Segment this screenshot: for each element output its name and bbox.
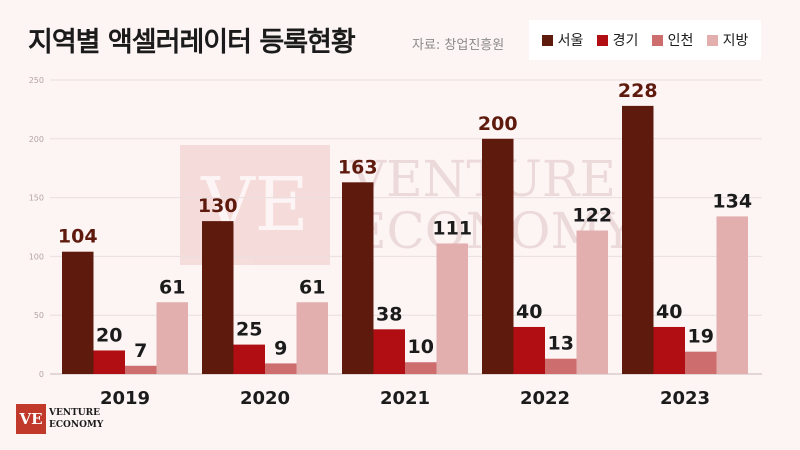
source-note: 자료: 창업진흥원 xyxy=(412,38,505,53)
bar xyxy=(513,326,545,374)
bar xyxy=(653,326,685,374)
legend-item-incheon: 인천 xyxy=(651,30,694,50)
data-label: 228 xyxy=(618,80,658,102)
y-tick-label: 100 xyxy=(29,252,44,261)
y-tick-label: 200 xyxy=(29,135,44,144)
logo: VE VENTURE ECONOMY xyxy=(16,404,103,434)
data-label: 200 xyxy=(478,113,518,135)
data-label: 40 xyxy=(516,301,542,323)
data-label: 111 xyxy=(432,217,472,239)
bar xyxy=(685,351,717,374)
legend-label-incheon: 인천 xyxy=(667,33,694,49)
bar xyxy=(373,329,405,374)
legend-swatch-incheon xyxy=(651,34,663,46)
data-label: 20 xyxy=(96,324,122,346)
data-label: 13 xyxy=(548,333,574,355)
y-tick-label: 50 xyxy=(34,311,44,320)
data-label: 25 xyxy=(236,319,262,341)
legend-swatch-gyeonggi xyxy=(596,34,608,46)
bar xyxy=(202,221,234,374)
data-label: 163 xyxy=(338,156,378,178)
data-label: 10 xyxy=(408,336,434,358)
data-label: 61 xyxy=(299,276,325,298)
data-label: 19 xyxy=(688,326,714,348)
y-tick-label: 0 xyxy=(39,370,44,379)
bar xyxy=(405,362,437,374)
logo-line1: VENTURE xyxy=(49,408,100,418)
x-tick-label: 2022 xyxy=(520,388,570,409)
bar xyxy=(622,105,654,374)
bar xyxy=(265,363,297,374)
bar xyxy=(125,365,157,374)
legend-item-seoul: 서울 xyxy=(541,30,584,50)
bar xyxy=(342,182,374,374)
y-tick-label: 150 xyxy=(29,194,44,203)
data-label: 130 xyxy=(198,195,238,217)
bar xyxy=(93,350,125,374)
data-label: 38 xyxy=(376,303,402,325)
data-label: 122 xyxy=(572,205,612,227)
legend-label-seoul: 서울 xyxy=(557,33,584,49)
bar xyxy=(296,302,328,374)
x-tick-label: 2020 xyxy=(240,388,290,409)
legend-label-gyeonggi: 경기 xyxy=(612,33,639,49)
bar xyxy=(482,138,514,374)
x-tick-label: 2019 xyxy=(100,388,150,409)
x-tick-label: 2021 xyxy=(380,388,430,409)
bar xyxy=(545,358,577,374)
data-label: 104 xyxy=(58,226,98,248)
logo-mark: VE xyxy=(16,404,46,434)
data-label: 134 xyxy=(712,190,752,212)
bar xyxy=(576,230,608,374)
bar xyxy=(62,251,94,374)
logo-line2: ECONOMY xyxy=(49,420,104,430)
data-label: 61 xyxy=(159,276,185,298)
legend-item-gyeonggi: 경기 xyxy=(596,30,639,50)
legend-swatch-regional xyxy=(706,34,718,46)
bar xyxy=(436,243,468,374)
chart-title: 지역별 액셀러레이터 등록현황 xyxy=(28,27,356,58)
bar xyxy=(233,344,265,374)
legend-swatch-seoul xyxy=(541,34,553,46)
x-tick-label: 2023 xyxy=(660,388,710,409)
y-tick-label: 250 xyxy=(29,76,44,85)
bar xyxy=(716,216,748,374)
bar xyxy=(156,302,188,374)
data-label: 40 xyxy=(656,301,682,323)
data-label: 7 xyxy=(134,340,147,362)
legend: 서울 경기 인천 지방 xyxy=(529,20,761,60)
data-label: 9 xyxy=(274,337,287,359)
legend-label-regional: 지방 xyxy=(722,33,749,49)
legend-item-regional: 지방 xyxy=(706,30,749,50)
logo-words: VENTURE ECONOMY xyxy=(49,407,103,431)
